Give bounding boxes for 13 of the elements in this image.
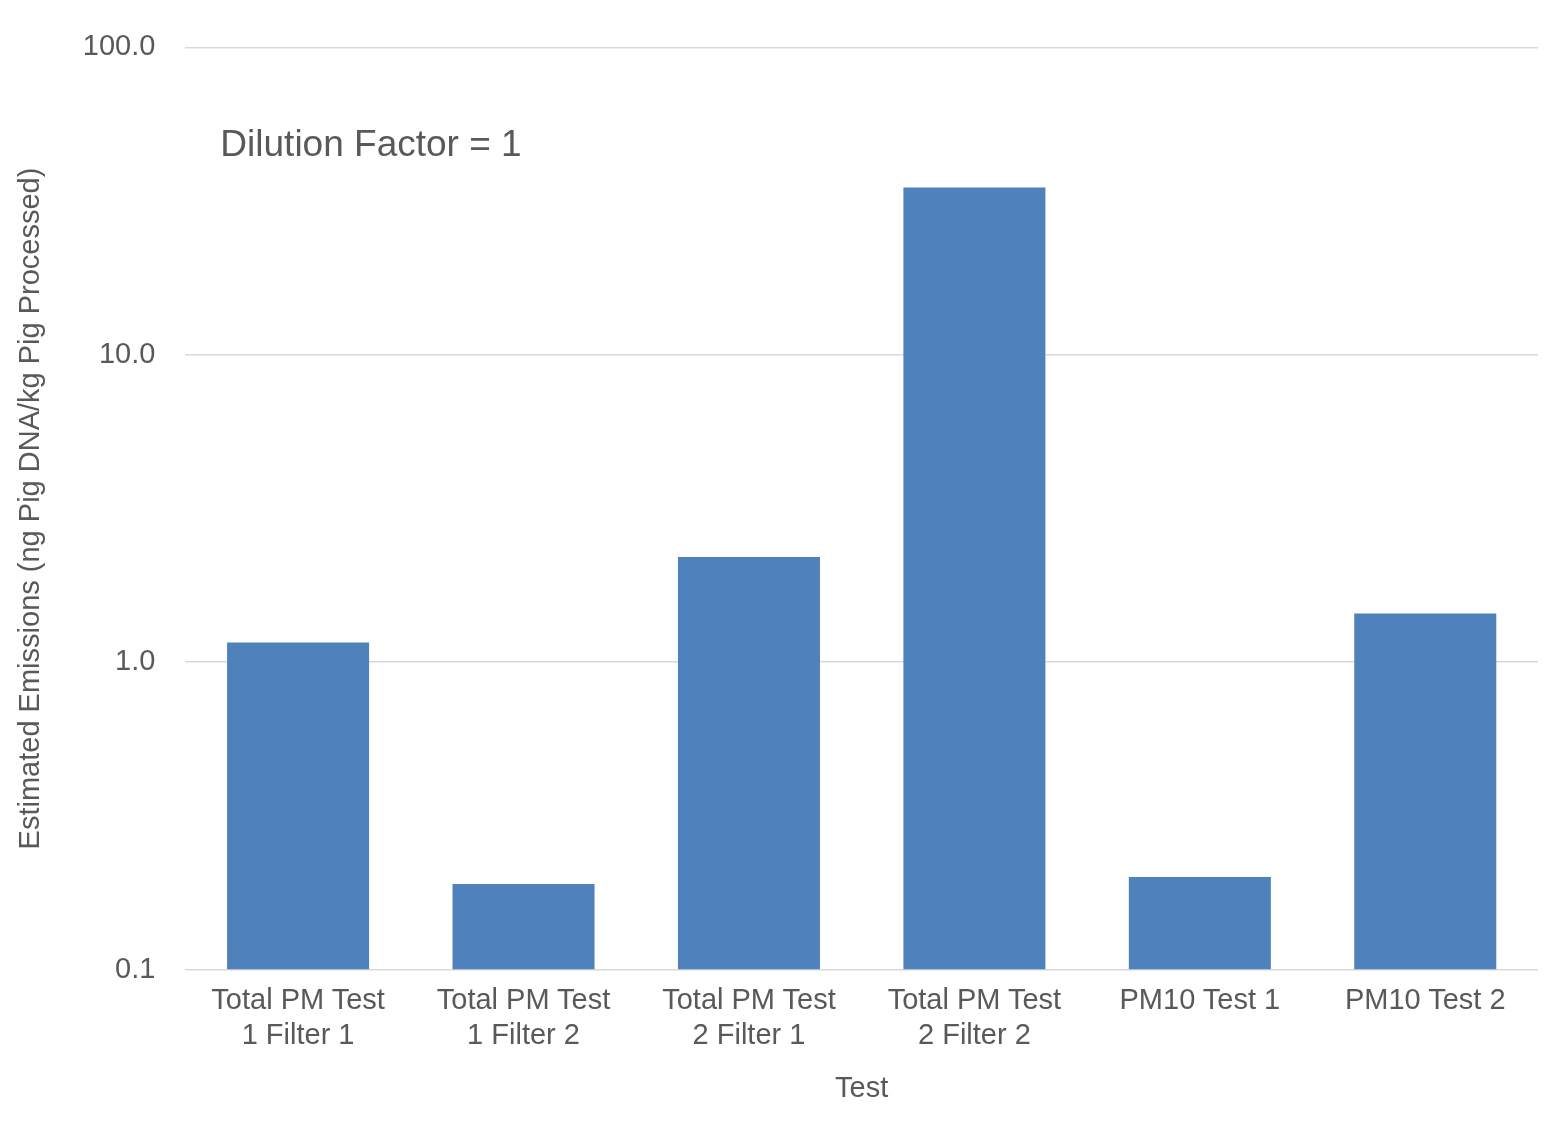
- y-tick-label: 10.0: [98, 336, 156, 369]
- x-tick-label: Total PM Test 2 Filter 2: [887, 983, 1062, 1050]
- x-axis-title: Test: [835, 1070, 889, 1103]
- x-tick-label: Total PM Test 1 Filter 2: [436, 983, 611, 1050]
- y-tick-label: 0.1: [115, 951, 156, 984]
- x-tick-label: Total PM Test 2 Filter 1: [662, 983, 836, 1050]
- x-tick-label: Total PM Test 1 Filter 1: [211, 983, 385, 1050]
- x-tick-label: PM10 Test 1: [1119, 983, 1281, 1015]
- annotation: Dilution Factor = 1: [220, 123, 522, 165]
- x-tick-label: PM10 Test 2: [1344, 983, 1506, 1015]
- y-tick-label: 1.0: [115, 644, 156, 677]
- y-tick-label: 100.0: [82, 29, 156, 62]
- y-axis-title: Estimated Emissions (ng Pig DNA/kg Pig Processed): [13, 167, 46, 850]
